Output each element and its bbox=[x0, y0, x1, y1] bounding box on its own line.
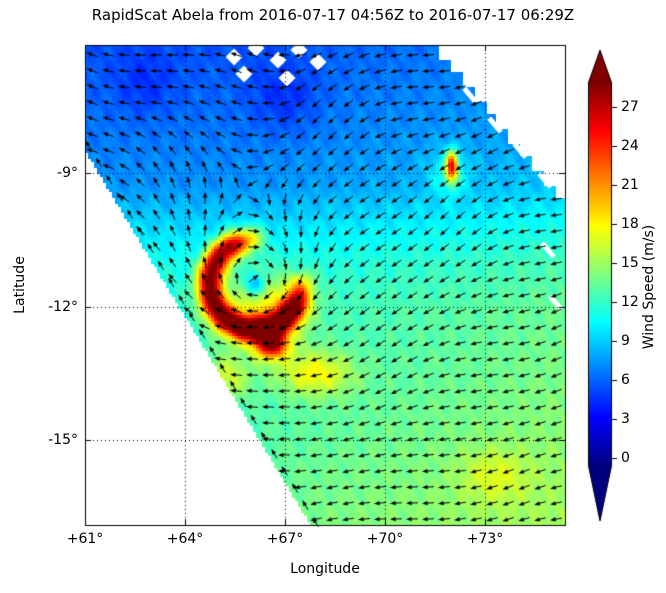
colorbar-tick-label: 18 bbox=[621, 216, 639, 232]
colorbar-tick-label: 3 bbox=[621, 411, 630, 427]
colorbar-label: Wind Speed (m/s) bbox=[641, 224, 657, 350]
x-tick-label: +61° bbox=[66, 531, 104, 547]
x-tick-label: +67° bbox=[266, 531, 304, 547]
chart-title: RapidScat Abela from 2016-07-17 04:56Z t… bbox=[91, 6, 575, 24]
colorbar-tick-label: 6 bbox=[621, 372, 630, 388]
colorbar-tick-label: 12 bbox=[621, 294, 639, 310]
y-tick-label: -12° bbox=[48, 299, 78, 315]
colorbar-tick-label: 0 bbox=[621, 450, 630, 466]
colorbar-tick-label: 21 bbox=[621, 177, 639, 193]
x-tick-label: +73° bbox=[466, 531, 504, 547]
y-tick-label: -15° bbox=[48, 432, 78, 448]
colorbar-tick-label: 24 bbox=[621, 138, 639, 154]
x-tick-label: +70° bbox=[366, 531, 404, 547]
colorbar-tick-label: 9 bbox=[621, 333, 630, 349]
x-axis-label: Longitude bbox=[290, 561, 360, 577]
y-tick-label: -9° bbox=[57, 165, 78, 181]
colorbar-tick-label: 27 bbox=[621, 99, 639, 115]
x-tick-label: +64° bbox=[166, 531, 204, 547]
colorbar-tick-label: 15 bbox=[621, 255, 639, 271]
